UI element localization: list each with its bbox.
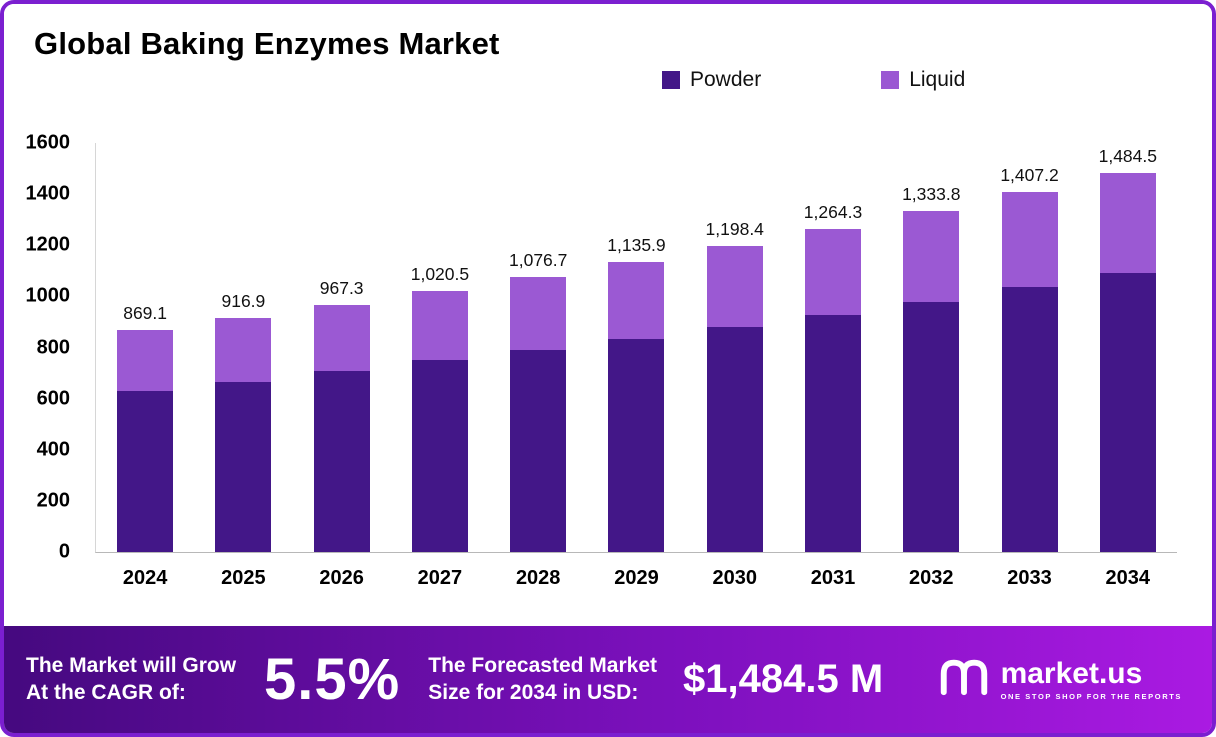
bar-column: 1,076.7 2028 <box>509 143 568 589</box>
forecast-value: $1,484.5 M <box>683 657 884 701</box>
bar-total-label: 967.3 <box>319 277 364 298</box>
bar-total-label: 1,135.9 <box>607 234 666 255</box>
bar-column: 967.3 2026 <box>313 143 371 589</box>
bar-group: 869.1 2024 916.9 2025 967.3 2026 1,020.5 2027 1,… <box>96 143 1177 589</box>
powder-segment <box>215 382 272 552</box>
bar-column: 916.9 2025 <box>214 143 272 589</box>
logo-texts: market.us ONE STOP SHOP FOR THE REPORTS <box>1000 656 1182 701</box>
powder-segment <box>903 301 960 552</box>
market-us-logo: market.us ONE STOP SHOP FOR THE REPORTS <box>937 654 1190 705</box>
legend-label-powder: Powder <box>690 68 762 91</box>
footer-banner: The Market will Grow At the CAGR of: 5.5… <box>4 626 1212 733</box>
powder-segment <box>313 370 370 552</box>
x-axis-label: 2030 <box>712 567 757 589</box>
y-axis-tick-label: 1000 <box>25 284 71 307</box>
liquid-segment <box>608 261 665 339</box>
powder-segment <box>1099 273 1156 552</box>
forecast-label-line1: The Forecasted Market <box>428 654 657 678</box>
liquid-swatch-icon <box>881 71 900 89</box>
powder-segment <box>411 360 468 552</box>
powder-segment <box>804 314 861 552</box>
market-us-logo-icon <box>937 654 991 705</box>
bar-column: 1,020.5 2027 <box>410 143 470 589</box>
x-axis-label: 2027 <box>417 567 463 589</box>
bar-total-label: 1,484.5 <box>1098 145 1157 166</box>
y-axis-tick-label: 200 <box>36 489 70 512</box>
x-axis-label: 2029 <box>614 567 659 589</box>
legend-item-powder: Powder <box>662 68 761 92</box>
cagr-label-line2: At the CAGR of: <box>26 680 186 704</box>
bar-column: 1,135.9 2029 <box>607 143 666 589</box>
powder-swatch-icon <box>662 71 680 89</box>
y-axis-tick-label: 600 <box>36 387 70 410</box>
bar-total-label: 1,333.8 <box>902 184 961 205</box>
forecast-label-line2: Size for 2034 in USD: <box>428 680 639 704</box>
bar-column: 1,264.3 2031 <box>803 143 863 589</box>
x-axis-label: 2031 <box>810 567 856 589</box>
cagr-value: 5.5% <box>264 647 401 712</box>
liquid-segment <box>313 304 370 371</box>
chart-title: Global Baking Enzymes Market <box>34 26 500 61</box>
y-axis-tick-label: 1400 <box>25 182 71 205</box>
x-axis-label: 2032 <box>909 567 954 589</box>
bar-total-label: 869.1 <box>123 302 168 323</box>
cagr-label: The Market will Grow At the CAGR of: <box>26 653 236 706</box>
powder-segment <box>1001 287 1058 552</box>
x-axis-label: 2033 <box>1007 567 1052 589</box>
logo-tagline: ONE STOP SHOP FOR THE REPORTS <box>1000 691 1182 701</box>
liquid-segment <box>510 276 567 351</box>
liquid-segment <box>215 317 272 383</box>
bar-column: 869.1 2024 <box>116 143 174 589</box>
liquid-segment <box>411 291 468 361</box>
y-axis: 0 200 400 600 800 1000 1200 1400 1600 <box>4 4 84 626</box>
x-axis-label: 2025 <box>221 567 266 589</box>
powder-segment <box>117 390 174 552</box>
bar-column: 1,198.4 2030 <box>705 143 764 589</box>
bar-column: 1,333.8 2032 <box>902 143 961 589</box>
liquid-segment <box>903 211 960 302</box>
liquid-segment <box>117 329 174 391</box>
bar-total-label: 1,407.2 <box>1000 165 1059 186</box>
y-axis-tick-label: 0 <box>58 540 70 563</box>
liquid-segment <box>706 245 763 328</box>
liquid-segment <box>1001 192 1058 288</box>
x-axis-label: 2024 <box>122 567 168 589</box>
chart-section: Global Baking Enzymes Market Powder Liqu… <box>4 4 1212 626</box>
bar-total-label: 1,198.4 <box>705 218 764 239</box>
powder-segment <box>608 338 665 552</box>
y-axis-tick-label: 400 <box>36 438 70 461</box>
y-axis-tick-label: 800 <box>36 336 70 358</box>
y-axis-tick-label: 1200 <box>25 233 71 256</box>
y-axis-tick-label: 1600 <box>25 131 71 154</box>
chart-legend: Powder Liquid <box>662 68 965 92</box>
bar-column: 1,484.5 2034 <box>1098 143 1157 589</box>
legend-item-liquid: Liquid <box>881 68 965 92</box>
bar-total-label: 1,076.7 <box>509 249 568 270</box>
plot-area: 869.1 2024 916.9 2025 967.3 2026 1,020.5 2027 1,… <box>95 143 1177 589</box>
bar-total-label: 1,020.5 <box>410 264 470 285</box>
cagr-label-line1: The Market will Grow <box>26 654 237 678</box>
forecast-label: The Forecasted Market Size for 2034 in U… <box>428 653 657 706</box>
logo-name: market.us <box>1000 656 1143 690</box>
x-axis-label: 2026 <box>319 567 364 589</box>
legend-label-liquid: Liquid <box>909 68 966 91</box>
bar-total-label: 1,264.3 <box>803 201 863 222</box>
liquid-segment <box>1099 172 1156 274</box>
powder-segment <box>510 350 567 552</box>
x-axis-label: 2028 <box>515 567 561 589</box>
powder-segment <box>706 327 763 552</box>
bar-total-label: 916.9 <box>221 290 266 311</box>
bar-column: 1,407.2 2033 <box>1000 143 1059 589</box>
x-axis-label: 2034 <box>1105 567 1151 589</box>
liquid-segment <box>804 228 861 315</box>
